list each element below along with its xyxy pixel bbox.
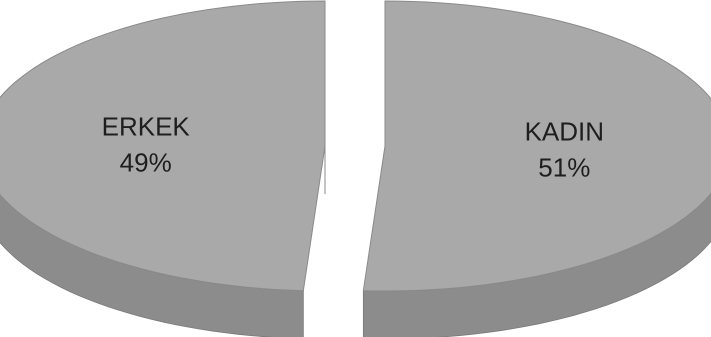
slice-value-label-kadin: 51% bbox=[538, 152, 590, 182]
slice-value-label-erkek: 49% bbox=[120, 148, 172, 178]
slices-labels-group: ERKEK 49% KADIN 51% bbox=[102, 112, 604, 183]
slice-label-kadin: KADIN bbox=[525, 116, 604, 146]
slice-label-erkek: ERKEK bbox=[102, 112, 191, 142]
slice-kadin bbox=[362, 0, 711, 292]
slices-top-group bbox=[0, 0, 711, 292]
slice-erkek bbox=[0, 0, 326, 292]
